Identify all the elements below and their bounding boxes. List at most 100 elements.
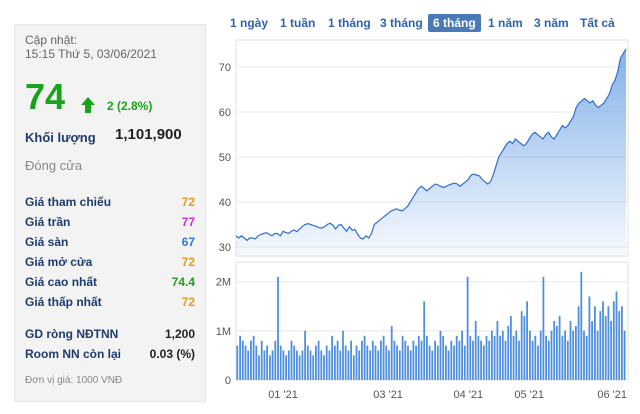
tab-1-year[interactable]: 1 năm [488,16,523,30]
stat-value: 77 [181,215,195,229]
volume-bar [296,350,298,380]
volume-bar [531,340,534,380]
quote-panel: Cập nhật: 15:15 Thứ 5, 03/06/2021 74 2 (… [14,24,206,402]
volume-bar [453,345,455,380]
volume-bar [342,330,344,380]
volume-bar [566,340,569,380]
volume-bar [325,345,328,380]
volume-bar [269,355,271,380]
volume-bar [331,335,333,381]
price-plot-frame [235,39,629,257]
price-change: 2 (2.8%) [107,99,153,113]
volume-bar [336,340,339,380]
volume-bar [461,330,463,380]
volume-bar [320,350,323,380]
stat-label: Giá trần [25,215,71,229]
x-tick-label: 04 '21 [454,389,484,401]
volume-bar [396,345,398,380]
volume-bar [350,340,352,380]
volume-bar [529,330,531,380]
volume-value: 1,101,900 [115,126,182,143]
x-tick-label: 01 '21 [268,389,298,401]
volume-bar [583,330,585,380]
volume-bar [477,335,480,381]
volume-bar [358,350,361,380]
volume-bar [545,335,547,381]
volume-bar [463,345,466,380]
volume-bar [439,330,442,380]
volume-bar [575,325,577,380]
unit-note: Đơn vị giá: 1000 VNĐ [25,375,123,386]
volume-bar [466,276,469,381]
volume-tick-label: 0 [225,375,231,387]
update-time: 15:15 Thứ 5, 03/06/2021 [25,47,157,61]
volume-bar [315,345,317,380]
volume-label: Khối lượng [25,130,96,145]
volume-bar [523,316,526,380]
volume-bar [550,330,553,380]
volume-bar [388,350,390,380]
volume-bar [417,335,420,381]
volume-bar [561,335,564,381]
volume-grid: 0 1M 2M [216,277,628,387]
volume-bar [610,321,612,380]
volume-bar [382,335,385,381]
volume-bar [317,340,320,380]
foreign-label: Room NN còn lại [25,347,122,361]
volume-bar [599,311,602,380]
volume-bar [393,340,396,380]
tab-1-month[interactable]: 1 tháng [328,16,371,30]
price-line [235,48,627,242]
volume-bars [236,271,626,381]
volume-bar [607,306,610,381]
volume-bar [512,335,515,381]
volume-bar [621,306,623,381]
stat-row-ceiling: Giá trần 77 [25,215,195,233]
volume-bar [306,345,309,380]
volume-bar [491,330,493,380]
stat-row-open: Giá mở cửa 72 [25,255,195,273]
volume-bar [564,330,566,380]
tab-1-day[interactable]: 1 ngày [230,16,269,30]
volume-bar [409,350,412,380]
volume-bar [361,340,363,380]
tab-6-months[interactable]: 6 tháng [428,14,481,32]
volume-bar [423,301,426,380]
volume-bar [618,311,621,380]
stat-value: 67 [181,235,195,249]
volume-bar [450,340,453,380]
volume-bar [258,355,260,380]
volume-bar [241,340,244,380]
x-tick-label: 06 '21 [597,389,627,401]
volume-bar [547,340,550,380]
foreign-label: GD ròng NĐTNN [25,327,119,341]
volume-bar [380,340,382,380]
volume-bar [588,296,591,380]
volume-bar [604,316,607,380]
tab-3-months[interactable]: 3 tháng [380,16,423,30]
volume-bar [615,291,618,380]
volume-bar [374,345,377,380]
price-grid: 30 40 50 60 70 [219,62,628,254]
update-label: Cập nhật: [25,33,78,47]
update-info: Cập nhật: 15:15 Thứ 5, 03/06/2021 [25,33,157,61]
volume-bar [537,345,539,380]
tab-3-years[interactable]: 3 năm [534,16,569,30]
volume-bar [255,345,258,380]
tab-1-week[interactable]: 1 tuần [280,16,316,30]
volume-plot-frame [235,261,629,381]
arrow-up-icon [81,97,95,113]
volume-bar [488,340,491,380]
volume-bar [252,335,255,381]
volume-bar [518,340,520,380]
volume-bar [363,335,366,381]
volume-bar [577,306,580,381]
volume-bar [371,340,374,380]
volume-bar [390,325,393,380]
price-tick-label: 50 [219,152,231,164]
volume-bar [469,335,472,381]
volume-bar [312,355,315,380]
volume-bar [585,335,588,381]
tab-all[interactable]: Tất cả [580,16,615,30]
foreign-value: 0.03 (%) [149,347,195,361]
